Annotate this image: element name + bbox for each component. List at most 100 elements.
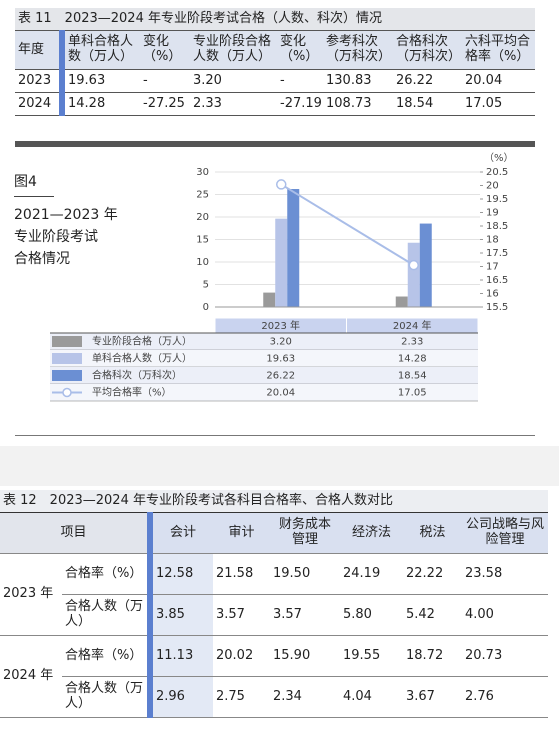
year-cell: 2023 年 — [0, 553, 62, 636]
cell: 20.02 — [213, 635, 270, 677]
divider — [15, 141, 535, 147]
title-row: 表 12 2023—2024 年专业阶段考试各科目合格率、合格人数对比 — [0, 490, 549, 513]
y2-tick-label: 20.5 — [486, 167, 508, 178]
row: 2024 年合格率（%） 11.13 20.02 15.90 19.55 18.72 20.… — [0, 635, 549, 718]
legend-swatch — [52, 336, 82, 347]
cell: 14.28 — [59, 92, 140, 116]
cell: - — [140, 69, 190, 93]
cell: 21.58 — [213, 553, 270, 595]
legend-swatch — [52, 370, 82, 381]
caption-line: 专业阶段考试 — [14, 229, 98, 245]
legend-label: 平均合格率（%） — [92, 386, 172, 399]
rule — [14, 196, 54, 197]
cell: 26.22 — [393, 69, 462, 93]
y2-tick-label: 17 — [486, 262, 499, 273]
cell: 2.34 — [270, 676, 340, 718]
cell: 18.54 — [393, 92, 462, 116]
row: 2023 19.63-3.20-130.83 26.22 20.04 — [15, 69, 536, 93]
cell: 130.83 — [323, 69, 393, 93]
value-label: 17.05 — [398, 388, 427, 399]
cell: 3.67 — [403, 676, 462, 718]
cell: 20.04 — [462, 69, 536, 93]
y-tick-label: 10 — [196, 257, 209, 268]
figure-label: 图4 — [14, 174, 37, 190]
header-cell: 专业阶段合格人数（万人） — [190, 30, 277, 70]
legend-label: 合格科次（万科次） — [92, 369, 182, 382]
cell: 3.20 — [190, 69, 277, 93]
cell: 2.75 — [213, 676, 270, 718]
title-row: 表 11 2023—2024 年专业阶段考试合格（人数、科次）情况 — [15, 8, 536, 31]
y2-unit: （%） — [484, 152, 514, 164]
cell: 19.63 — [59, 69, 140, 93]
cell: 4.04 — [340, 676, 403, 718]
row-label: 合格人数（万人） — [62, 594, 150, 636]
y2-tick-label: 15.5 — [486, 302, 508, 313]
cell: 19.50 — [270, 553, 340, 595]
bar — [263, 292, 276, 307]
y-tick-label: 20 — [196, 212, 209, 223]
caption-line: 2021—2023 年 — [14, 207, 118, 223]
y2-tick-label: 20 — [486, 181, 499, 192]
cell: 3.57 — [213, 594, 270, 636]
bar — [275, 218, 288, 307]
header-cell: 单科合格人数（万人） — [59, 30, 140, 70]
table-title: 表 11 2023—2024 年专业阶段考试合格（人数、科次）情况 — [15, 8, 536, 31]
table-12: 表 12 2023—2024 年专业阶段考试各科目合格率、合格人数对比 项目 会计审… — [0, 490, 549, 718]
bar — [395, 296, 408, 307]
cell: 4.00 — [462, 594, 549, 636]
category-label: 2024 年 — [393, 319, 432, 332]
value-label: 26.22 — [266, 371, 295, 382]
header-cell: 合格科次（万科次） — [393, 30, 462, 70]
legend-swatch — [52, 353, 82, 364]
cell: 2.96 — [147, 676, 213, 718]
y2-tick-label: 19 — [486, 208, 499, 219]
value-label: 19.63 — [266, 354, 295, 365]
header-cell: 变化（%） — [140, 30, 190, 70]
cell: 108.73 — [323, 92, 393, 116]
row: 合格人数（万人） 3.85 3.57 3.57 5.80 5.42 4.00 — [0, 594, 549, 636]
rule — [15, 435, 535, 436]
cell: 3.85 — [147, 594, 213, 636]
row: 合格人数（万人） 2.96 2.75 2.34 4.04 3.67 2.76 — [0, 676, 549, 718]
year-cell: 2024 年 — [0, 635, 62, 718]
header-cell: 会计 — [147, 512, 213, 554]
row-label: 合格率（%） — [62, 635, 150, 677]
caption-line: 合格情况 — [14, 251, 70, 267]
bar — [419, 223, 432, 307]
chart: 0 5 10 15 20 25 30 15.5 16 16.5 17 17.5 18 18.5 19 19.5… — [50, 152, 514, 402]
row-bg — [50, 350, 478, 367]
gap — [0, 446, 559, 486]
header-cell: 公司战略与风险管理 — [462, 512, 549, 554]
bar — [287, 189, 300, 307]
header-cell: 项目 — [0, 512, 150, 554]
marker — [408, 259, 419, 271]
row-label: 合格人数（万人） — [62, 676, 150, 718]
y-tick-label: 5 — [203, 280, 209, 291]
row-label: 合格率（%） — [62, 553, 150, 595]
header-cell: 参考科次（万科次） — [323, 30, 393, 70]
row: 2024 14.28 -27.25 2.33 -27.19 108.73 18.54 17.0… — [15, 92, 536, 116]
cell: -27.25 — [140, 92, 190, 116]
y-tick-label: 30 — [196, 167, 209, 178]
y2-tick-label: 16 — [486, 289, 499, 300]
header-cell: 年度 — [15, 30, 62, 70]
cell: 15.90 — [270, 635, 340, 677]
header-row: 年度 单科合格人数（万人） 变化（%） 专业阶段合格人数（万人） 变化（%） 参考科次（万… — [15, 30, 536, 70]
y-tick-label: 0 — [203, 302, 209, 313]
row-bg — [50, 384, 478, 401]
legend-label: 专业阶段合格（万人） — [92, 335, 192, 348]
cell: 2023 — [15, 69, 62, 93]
y-tick-label: 15 — [196, 235, 209, 246]
cell: 24.19 — [340, 553, 403, 595]
y2-tick-label: 17.5 — [486, 248, 508, 259]
value-label: 18.54 — [398, 371, 427, 382]
marker — [276, 179, 287, 190]
table-title: 表 12 2023—2024 年专业阶段考试各科目合格率、合格人数对比 — [0, 490, 549, 513]
cell: 3.57 — [270, 594, 340, 636]
bar — [407, 242, 420, 307]
header-cell: 财务成本管理 — [270, 512, 340, 554]
figure-caption: 2021—2023 年专业阶段考试 合格情况 — [14, 204, 118, 270]
y2-tick-label: 16.5 — [486, 275, 508, 286]
cell: 5.42 — [403, 594, 462, 636]
